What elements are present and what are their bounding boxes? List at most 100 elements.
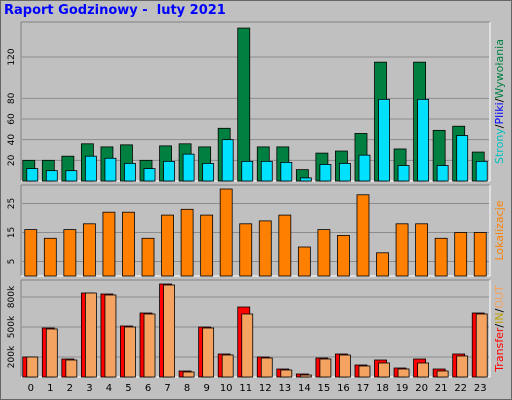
bar-out-3 (84, 292, 97, 378)
bar-out-8 (182, 371, 195, 378)
side-label-part: Strony (493, 128, 506, 164)
bar-lokalizacje-18 (376, 252, 389, 277)
bar-lokalizacje-7 (161, 214, 174, 277)
bar-out-16 (339, 354, 351, 378)
panel-background (21, 185, 490, 276)
panel-background (21, 22, 490, 181)
bar-wywolania-16 (339, 163, 351, 182)
bar-out-18 (378, 362, 390, 378)
x-tick-label-16: 16 (337, 383, 350, 394)
side-label-part: / (493, 98, 506, 102)
bar-out-20 (417, 362, 430, 378)
y-tick-label: 800k (7, 285, 17, 308)
x-tick-label-13: 13 (278, 383, 291, 394)
y-tick-label: 40 (7, 134, 17, 146)
x-tick-label-0: 0 (28, 383, 34, 394)
x-tick-label-23: 23 (474, 383, 487, 394)
x-tick-label-14: 14 (298, 383, 311, 394)
bar-out-0 (26, 356, 39, 378)
x-tick-label-18: 18 (376, 383, 389, 394)
x-tick-label-6: 6 (145, 383, 151, 394)
bar-lokalizacje-8 (180, 208, 194, 277)
bar-lokalizacje-23 (473, 232, 487, 277)
bar-wywolania-18 (378, 98, 390, 182)
bar-wywolania-9 (202, 163, 215, 182)
side-label-part: / (493, 308, 506, 312)
side-label-part: / (493, 124, 506, 128)
bar-lokalizacje-0 (24, 229, 38, 277)
bar-out-4 (104, 294, 117, 378)
bar-lokalizacje-3 (82, 223, 96, 277)
y-tick-label: 200k (7, 345, 17, 368)
bar-wywolania-1 (45, 170, 58, 182)
bar-wywolania-3 (84, 155, 97, 182)
bar-lokalizacje-10 (219, 188, 233, 277)
y-tick-label: 60 (7, 113, 17, 125)
bar-lokalizacje-17 (356, 194, 370, 277)
side-label-part: / (493, 324, 506, 328)
bar-out-17 (358, 365, 371, 378)
bar-out-10 (221, 354, 234, 378)
bar-out-11 (241, 313, 254, 378)
side-label-part: Wywołania (493, 39, 506, 99)
x-tick-label-19: 19 (396, 383, 409, 394)
bar-lokalizacje-6 (141, 237, 155, 277)
x-tick-label-2: 2 (67, 383, 73, 394)
side-label-bottom: Transfer/IN/OUT (493, 285, 506, 373)
bar-strony-11 (237, 27, 251, 182)
bar-wywolania-19 (397, 165, 410, 182)
bar-lokalizacje-1 (43, 237, 57, 277)
bar-lokalizacje-12 (258, 220, 272, 277)
side-label-middle: Lokalizacje (493, 200, 506, 260)
side-label-part: IN (493, 312, 506, 323)
bar-lokalizacje-20 (415, 223, 429, 277)
bar-wywolania-15 (319, 164, 332, 182)
bar-out-15 (319, 358, 332, 378)
bar-wywolania-13 (280, 161, 293, 182)
x-tick-label-8: 8 (184, 383, 190, 394)
bar-lokalizacje-13 (278, 214, 292, 277)
x-tick-label-20: 20 (415, 383, 428, 394)
side-label-part: Transfer (493, 327, 506, 373)
bar-wywolania-4 (104, 157, 117, 182)
bar-wywolania-8 (182, 153, 195, 182)
bar-wywolania-2 (65, 170, 78, 182)
x-tick-label-15: 15 (318, 383, 331, 394)
bar-lokalizacje-4 (102, 211, 116, 277)
bar-wywolania-11 (241, 160, 254, 182)
bar-lokalizacje-9 (200, 214, 214, 277)
bar-wywolania-7 (163, 160, 175, 182)
bar-wywolania-5 (124, 163, 136, 182)
page-title: Raport Godzinowy - luty 2021 (4, 3, 226, 18)
bar-out-19 (397, 368, 410, 378)
bar-lokalizacje-5 (122, 211, 135, 277)
bar-out-14 (299, 374, 312, 378)
bar-out-9 (202, 327, 215, 378)
side-label-part: Lokalizacje (493, 200, 506, 260)
x-tick-label-7: 7 (164, 383, 170, 394)
panel-background (21, 280, 490, 377)
x-tick-label-5: 5 (125, 383, 131, 394)
x-tick-label-9: 9 (203, 383, 209, 394)
x-tick-label-11: 11 (239, 383, 252, 394)
bar-wywolania-6 (143, 168, 156, 182)
bar-out-1 (45, 328, 58, 378)
x-tick-label-21: 21 (435, 383, 448, 394)
bar-out-2 (65, 359, 78, 378)
bar-wywolania-21 (436, 165, 449, 182)
bar-out-21 (436, 370, 449, 378)
bar-out-6 (143, 313, 156, 378)
bar-out-12 (260, 357, 273, 378)
bar-wywolania-20 (417, 98, 430, 182)
bar-lokalizacje-21 (434, 237, 448, 277)
x-tick-label-10: 10 (220, 383, 233, 394)
bar-wywolania-12 (260, 160, 273, 182)
y-tick-label: 25 (7, 198, 17, 209)
x-tick-label-4: 4 (106, 383, 112, 394)
bar-lokalizacje-19 (395, 223, 409, 277)
side-label-part: Pliki (493, 102, 506, 124)
bar-wywolania-10 (221, 139, 234, 182)
y-tick-label: 15 (7, 227, 17, 238)
